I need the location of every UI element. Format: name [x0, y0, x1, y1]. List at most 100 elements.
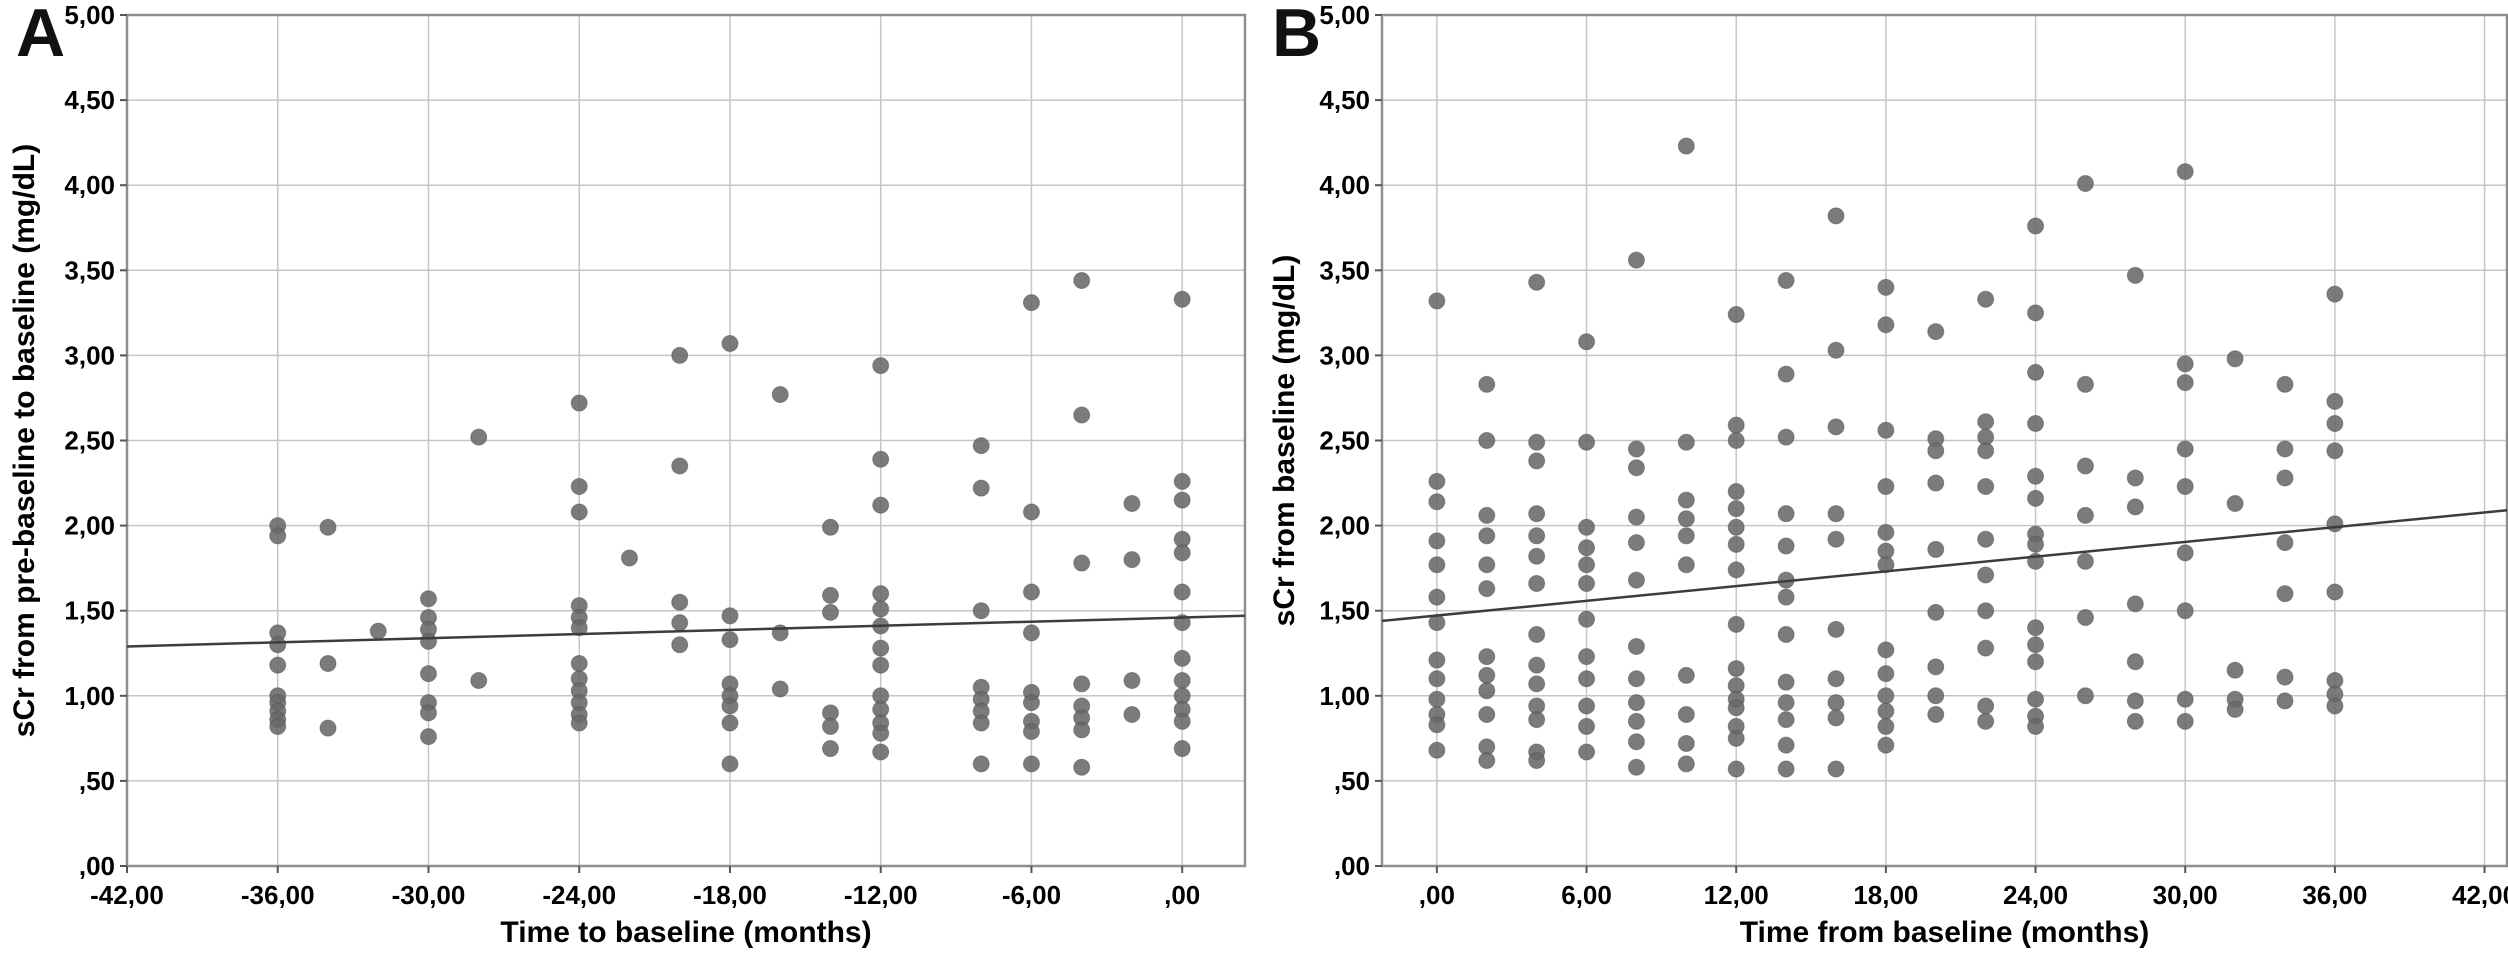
scatter-point	[2326, 583, 2344, 601]
panel-a-chart: -42,00 -36,00 -30,00 -24,00 -18,00 -12,00 -6,0…	[8, 0, 1247, 949]
scatter-point	[2076, 375, 2094, 393]
scatter-point	[2027, 414, 2045, 432]
scatter-point	[1528, 433, 1546, 451]
scatter-point	[771, 680, 789, 698]
scatter-point	[2326, 515, 2344, 533]
scatter-point	[1022, 583, 1040, 601]
scatter-point	[1727, 615, 1745, 633]
y-tick-label: 3,00	[1319, 340, 1370, 370]
scatter-point	[1677, 137, 1695, 155]
scatter-point	[1478, 580, 1496, 598]
scatter-point	[1677, 433, 1695, 451]
scatter-point	[419, 728, 437, 746]
scatter-point	[269, 636, 287, 654]
y-tick-label: ,00	[1334, 851, 1370, 881]
scatter-point	[1877, 702, 1895, 720]
scatter-point	[2276, 469, 2294, 487]
scatter-point	[570, 619, 588, 637]
scatter-point	[1173, 544, 1191, 562]
scatter-point	[1578, 670, 1596, 688]
scatter-point	[1727, 432, 1745, 449]
scatter-point	[1428, 532, 1446, 550]
y-tick-label: 1,00	[1319, 681, 1370, 711]
scatter-point	[1877, 556, 1895, 574]
scatter-point	[2126, 595, 2144, 613]
scatter-point	[1877, 717, 1895, 735]
y-tick-label: ,00	[79, 851, 115, 881]
scatter-point	[821, 586, 839, 604]
scatter-point	[2276, 668, 2294, 686]
scatter-point	[1777, 673, 1795, 691]
scatter-point	[1777, 711, 1795, 729]
scatter-point	[1478, 682, 1496, 700]
scatter-point	[1877, 421, 1895, 439]
x-tick-label: 30,00	[2153, 880, 2218, 910]
scatter-point	[1877, 641, 1895, 659]
scatter-point	[1677, 755, 1695, 773]
panel-a-label: A	[16, 0, 66, 71]
y-axis-title: sCr from pre-baseline to baseline (mg/dL…	[8, 144, 41, 737]
y-tick-label: 2,50	[64, 426, 115, 456]
scatter-point	[1578, 539, 1596, 557]
x-tick-label: -12,00	[844, 880, 918, 910]
scatter-point	[1677, 527, 1695, 545]
scatter-point	[721, 631, 739, 649]
y-tick-label: 4,50	[1319, 85, 1370, 115]
scatter-point	[1977, 639, 1995, 657]
scatter-point	[1627, 251, 1645, 269]
scatter-point	[1173, 712, 1191, 730]
scatter-point	[1428, 716, 1446, 734]
scatter-point	[1428, 556, 1446, 574]
scatter-point	[671, 636, 689, 654]
scatter-point	[1977, 566, 1995, 584]
scatter-point	[1022, 694, 1040, 712]
scatter-point	[1827, 530, 1845, 548]
x-tick-label: -18,00	[693, 880, 767, 910]
scatter-point	[2076, 506, 2094, 524]
scatter-point	[1022, 294, 1040, 312]
scatter-point	[1528, 711, 1546, 729]
scatter-point	[2027, 653, 2045, 671]
scatter-point	[1777, 365, 1795, 383]
scatter-point	[2126, 498, 2144, 516]
scatter-point	[721, 697, 739, 715]
scatter-point	[2176, 355, 2194, 373]
scatter-point	[1927, 603, 1945, 621]
scatter-point	[269, 527, 287, 545]
scatter-point	[1827, 207, 1845, 225]
scatter-point	[972, 437, 990, 455]
scatter-point	[570, 477, 588, 495]
scatter-point	[1627, 571, 1645, 589]
scatter-point	[1022, 624, 1040, 642]
scatter-point	[1927, 323, 1945, 341]
scatter-point	[1877, 477, 1895, 495]
scatter-point	[2027, 363, 2045, 381]
scatter-point	[1627, 712, 1645, 730]
scatter-point	[2176, 602, 2194, 620]
scatter-point	[872, 724, 890, 742]
scatter-point	[1777, 626, 1795, 644]
scatter-point	[2076, 552, 2094, 570]
scatter-point	[1877, 665, 1895, 683]
scatter-point	[1927, 442, 1945, 460]
scatter-point	[1877, 316, 1895, 334]
scatter-point	[319, 654, 337, 672]
scatter-point	[2176, 440, 2194, 458]
scatter-point	[1727, 518, 1745, 536]
scatter-point	[1877, 687, 1895, 705]
scatter-point	[1173, 649, 1191, 667]
scatter-point	[2126, 469, 2144, 487]
scatter-point	[1528, 656, 1546, 674]
scatter-point	[1173, 472, 1191, 490]
scatter-point	[1927, 658, 1945, 676]
scatter-point	[2276, 375, 2294, 393]
scatter-point	[1627, 459, 1645, 477]
scatter-point	[721, 755, 739, 773]
scatter-point	[1578, 333, 1596, 351]
scatter-point	[2276, 692, 2294, 710]
scatter-point	[2027, 304, 2045, 322]
scatter-point	[2326, 442, 2344, 460]
scatter-point	[1528, 505, 1546, 523]
scatter-point	[2027, 717, 2045, 735]
scatter-point	[872, 639, 890, 657]
